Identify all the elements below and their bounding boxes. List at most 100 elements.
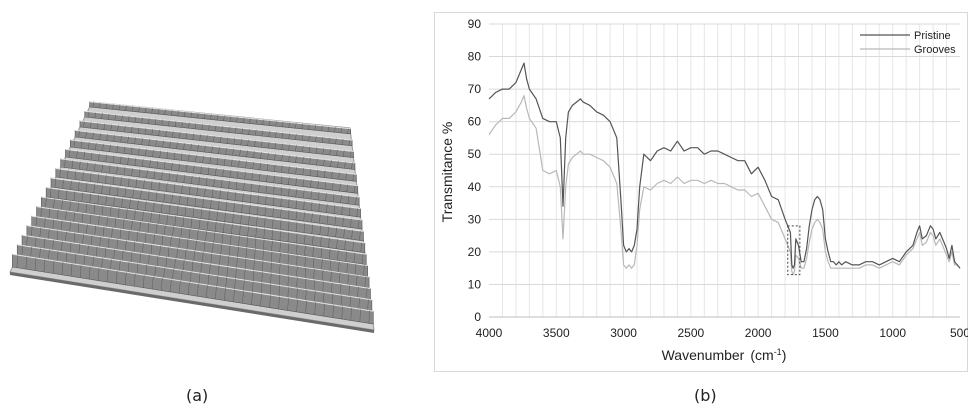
ridge-texture	[331, 182, 334, 191]
ridge-texture	[247, 226, 249, 237]
ridge-texture	[90, 152, 93, 161]
ridge-texture	[172, 226, 174, 237]
ridge-texture	[157, 108, 160, 115]
ridge-texture	[197, 112, 199, 119]
ridge-texture	[117, 207, 120, 218]
ridge-texture	[137, 127, 140, 134]
ridge-texture	[88, 266, 91, 280]
ridge-texture	[99, 133, 101, 140]
surface-front-edge	[10, 272, 374, 333]
ridge-texture	[232, 148, 234, 156]
ridge-texture	[208, 209, 211, 220]
ridge-texture	[101, 184, 103, 194]
ridge-texture	[156, 255, 159, 268]
ridge-texture	[326, 204, 328, 213]
ridge-texture	[99, 236, 101, 248]
ridge-texture	[93, 163, 96, 172]
ridge-texture	[169, 141, 171, 149]
ridge-texture	[253, 151, 255, 158]
ridge-texture	[147, 191, 150, 201]
ridge-texture	[288, 155, 290, 162]
ridge-texture	[316, 169, 319, 177]
ridge-texture	[246, 150, 248, 157]
ridge-texture	[304, 256, 306, 268]
ridge-texture	[247, 139, 249, 146]
ridge-texture	[131, 167, 133, 177]
ridge-texture	[140, 190, 142, 200]
ridge-texture	[353, 252, 356, 263]
ridge-texture	[354, 263, 357, 275]
ridge-texture	[69, 242, 72, 255]
ridge-texture	[321, 258, 323, 270]
ridge-texture	[183, 174, 186, 183]
ridge-texture	[275, 131, 277, 138]
ridge-texture	[94, 225, 96, 237]
x-tick-label: 500	[950, 326, 968, 340]
ridge-texture	[141, 158, 144, 167]
ridge-texture	[134, 137, 136, 144]
ridge-texture	[345, 173, 347, 181]
ridge-texture	[191, 261, 194, 274]
ridge-texture	[189, 271, 192, 284]
ridge-texture	[256, 216, 258, 227]
ridge-texture	[161, 277, 163, 291]
ridge-texture	[347, 273, 349, 286]
ridge-texture	[164, 109, 166, 115]
ridge-texture	[310, 179, 312, 188]
ridge-texture	[112, 155, 115, 163]
ridge-texture	[341, 306, 343, 320]
ridge-texture	[281, 121, 284, 127]
ridge-texture	[112, 104, 114, 110]
ridge-texture	[225, 201, 228, 211]
ftir-chart-panel: 0 10 20 30 40 50 60 70 80 90 4000 3500 3000 2500 2000…	[434, 12, 968, 372]
ridge-texture	[316, 158, 318, 166]
ridge-texture	[335, 227, 337, 238]
ridge-texture	[78, 130, 80, 138]
ridge-texture	[86, 162, 89, 171]
ridge-texture	[93, 183, 96, 193]
ridge-texture	[131, 106, 134, 112]
ridge-texture	[302, 189, 305, 199]
ridge-texture	[216, 275, 218, 289]
ridge-texture	[116, 166, 118, 175]
ridge-texture	[287, 231, 290, 242]
ridge-texture	[127, 115, 130, 122]
grooved-surface-3d-image	[9, 101, 375, 333]
ridge-texture	[355, 275, 358, 287]
ridge-texture	[220, 243, 222, 255]
ridge-texture	[225, 147, 227, 155]
ridge-texture	[179, 280, 181, 294]
ridge-texture	[214, 221, 217, 232]
ridge-texture	[278, 263, 281, 275]
ridge-texture	[268, 131, 270, 137]
ridge-texture	[258, 173, 261, 182]
ridge-texture	[254, 248, 256, 260]
ridge-texture	[118, 104, 121, 111]
ridge-texture	[163, 161, 166, 170]
ridge-texture	[97, 194, 99, 205]
ridge-texture	[338, 172, 340, 180]
ridge-texture	[144, 128, 147, 135]
ridge-texture	[174, 215, 177, 226]
ridge-texture	[185, 164, 188, 173]
ridge-texture	[233, 138, 236, 145]
ridge-texture	[281, 165, 283, 173]
ridge-texture	[190, 112, 193, 118]
y-tick-label: 70	[468, 82, 482, 96]
ridge-texture	[261, 130, 264, 137]
ridge-texture	[200, 166, 202, 174]
ridge-texture	[77, 222, 80, 234]
ridge-texture	[318, 214, 321, 224]
ridge-texture	[223, 158, 226, 166]
ridge-texture	[327, 226, 329, 236]
surface-layer	[9, 101, 375, 333]
ridge-texture	[45, 197, 47, 208]
ridge-texture	[265, 196, 267, 205]
ridge-texture	[200, 262, 202, 275]
ridge-texture	[65, 210, 67, 222]
ridge-texture	[155, 139, 157, 147]
ridge-texture	[127, 136, 129, 144]
ridge-texture	[321, 269, 324, 282]
ridge-texture	[338, 272, 341, 284]
ridge-texture	[287, 275, 289, 288]
